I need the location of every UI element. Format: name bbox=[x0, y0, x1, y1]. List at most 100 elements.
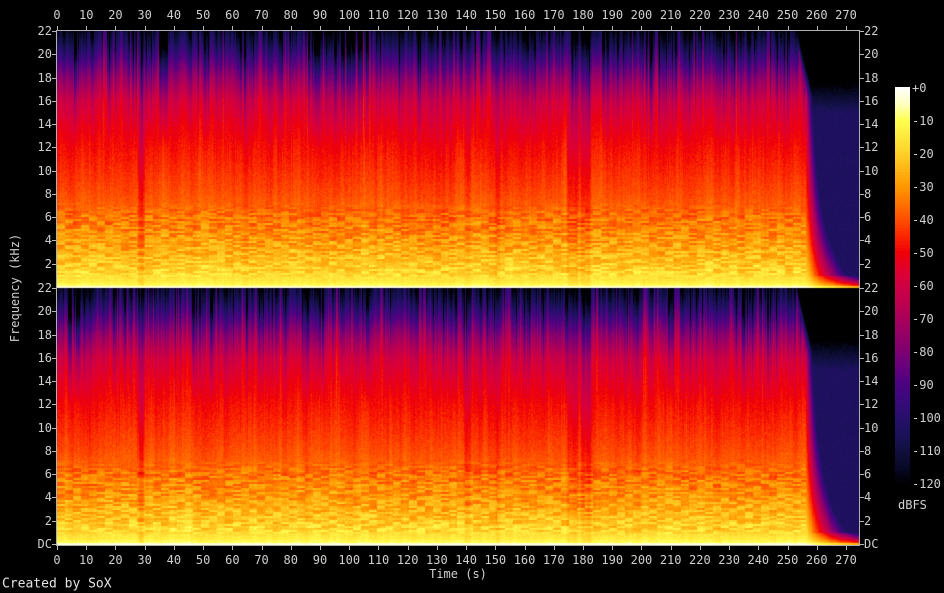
x-tick-label-bottom: 20 bbox=[108, 553, 123, 567]
colorbar-title: dBFS bbox=[898, 498, 927, 512]
x-tick-mark bbox=[436, 546, 438, 550]
y-tick-label-left: 8 bbox=[44, 186, 52, 201]
x-tick-label-bottom: 70 bbox=[254, 553, 269, 567]
colorbar-tick-label: +0 bbox=[912, 81, 927, 95]
colorbar-gradient bbox=[895, 87, 910, 485]
colorbar-tick-label: -60 bbox=[912, 279, 934, 293]
x-tick-mark bbox=[524, 546, 526, 550]
x-tick-label-bottom: 60 bbox=[225, 553, 240, 567]
x-tick-mark bbox=[203, 26, 205, 30]
y-axis-title: Frequency (kHz) bbox=[8, 233, 22, 343]
x-tick-label-top: 140 bbox=[455, 8, 477, 22]
x-tick-mark bbox=[407, 546, 409, 550]
y-tick-mark bbox=[860, 520, 864, 522]
y-tick-label-left: 22 bbox=[37, 281, 52, 295]
y-tick-label-left: 4 bbox=[44, 490, 52, 505]
x-tick-mark bbox=[787, 26, 789, 30]
x-tick-label-bottom: 120 bbox=[396, 553, 419, 567]
x-tick-mark bbox=[699, 26, 701, 30]
y-tick-mark bbox=[52, 288, 56, 289]
x-tick-label-top: 110 bbox=[367, 8, 390, 22]
colorbar-tick-label: -50 bbox=[912, 246, 934, 260]
y-tick-mark bbox=[860, 357, 864, 359]
y-tick-label-right: 14 bbox=[864, 374, 879, 389]
x-tick-label-bottom: 270 bbox=[835, 553, 857, 567]
x-tick-mark bbox=[612, 26, 614, 30]
y-tick-label-right: 12 bbox=[864, 140, 879, 155]
x-tick-mark bbox=[583, 26, 584, 30]
y-tick-label-right: 2 bbox=[864, 513, 872, 528]
x-tick-mark bbox=[203, 546, 205, 550]
y-tick-label-left: 20 bbox=[37, 47, 52, 62]
x-tick-label-top: 70 bbox=[254, 8, 269, 22]
x-tick-mark bbox=[787, 546, 789, 550]
x-tick-label-bottom: 220 bbox=[689, 553, 711, 567]
y-tick-mark bbox=[860, 450, 864, 452]
x-tick-label-bottom: 260 bbox=[805, 553, 828, 567]
y-tick-mark bbox=[860, 427, 864, 429]
y-tick-mark bbox=[860, 124, 864, 126]
x-tick-mark bbox=[816, 26, 818, 30]
y-tick-mark bbox=[860, 334, 864, 336]
y-tick-label-right: 8 bbox=[864, 443, 872, 458]
x-tick-mark bbox=[729, 26, 731, 30]
x-tick-label-bottom: 230 bbox=[718, 553, 740, 567]
y-tick-label-right: 16 bbox=[864, 93, 879, 108]
y-tick-mark bbox=[860, 147, 864, 149]
y-tick-label-right: 22 bbox=[864, 281, 879, 295]
x-tick-mark bbox=[846, 546, 847, 550]
colorbar-tick-label: -110 bbox=[912, 444, 941, 458]
y-tick-mark bbox=[52, 147, 56, 149]
x-tick-label-top: 230 bbox=[718, 8, 740, 22]
x-tick-label-top: 190 bbox=[601, 8, 624, 22]
colorbar-tick-label: -100 bbox=[912, 411, 941, 425]
x-tick-mark bbox=[495, 546, 497, 550]
x-tick-label-top: 210 bbox=[659, 8, 682, 22]
y-tick-mark bbox=[860, 404, 864, 406]
x-tick-mark bbox=[57, 546, 58, 550]
y-tick-mark bbox=[52, 31, 56, 32]
x-tick-mark bbox=[144, 546, 146, 550]
colorbar-tick-label: -40 bbox=[912, 213, 934, 227]
y-tick-label-right: 10 bbox=[864, 420, 879, 435]
x-tick-label-bottom: 200 bbox=[630, 553, 653, 567]
y-tick-mark bbox=[52, 100, 56, 102]
x-tick-label-bottom: 160 bbox=[513, 553, 536, 567]
x-tick-mark bbox=[641, 26, 643, 30]
x-tick-label-bottom: 110 bbox=[367, 553, 390, 567]
x-tick-label-top: 180 bbox=[572, 8, 594, 22]
x-tick-mark bbox=[378, 26, 380, 30]
x-tick-label-bottom: 250 bbox=[776, 553, 799, 567]
x-tick-mark bbox=[232, 546, 234, 550]
y-tick-label-right: 16 bbox=[864, 350, 879, 365]
x-tick-mark bbox=[378, 546, 380, 550]
x-tick-label-top: 10 bbox=[78, 8, 94, 22]
colorbar-tick-label: -90 bbox=[912, 378, 934, 392]
x-tick-mark bbox=[670, 26, 672, 30]
x-tick-mark bbox=[290, 546, 292, 550]
y-tick-label-left: 18 bbox=[37, 327, 52, 342]
x-tick-mark bbox=[86, 546, 88, 550]
x-tick-mark bbox=[57, 26, 58, 30]
x-tick-mark bbox=[232, 26, 234, 30]
x-tick-mark bbox=[466, 26, 468, 30]
x-tick-label-top: 20 bbox=[108, 8, 123, 22]
y-tick-label-left: 14 bbox=[37, 117, 52, 132]
x-tick-label-bottom: 100 bbox=[338, 553, 361, 567]
y-tick-label-right: 14 bbox=[864, 117, 879, 132]
y-tick-label-left: 16 bbox=[37, 93, 52, 108]
y-tick-mark bbox=[52, 193, 56, 195]
colorbar-tick-label: -120 bbox=[912, 477, 941, 491]
x-tick-mark bbox=[349, 26, 351, 30]
x-tick-label-bottom: 0 bbox=[53, 553, 61, 567]
y-tick-label-left: 20 bbox=[37, 304, 52, 319]
x-tick-label-top: 100 bbox=[338, 8, 361, 22]
x-tick-mark bbox=[583, 546, 584, 550]
x-tick-mark bbox=[670, 546, 672, 550]
x-tick-mark bbox=[320, 26, 321, 30]
y-tick-label-left: 12 bbox=[37, 397, 52, 412]
x-tick-label-bottom: 190 bbox=[601, 553, 624, 567]
x-tick-mark bbox=[553, 546, 555, 550]
x-tick-label-top: 90 bbox=[312, 8, 328, 22]
